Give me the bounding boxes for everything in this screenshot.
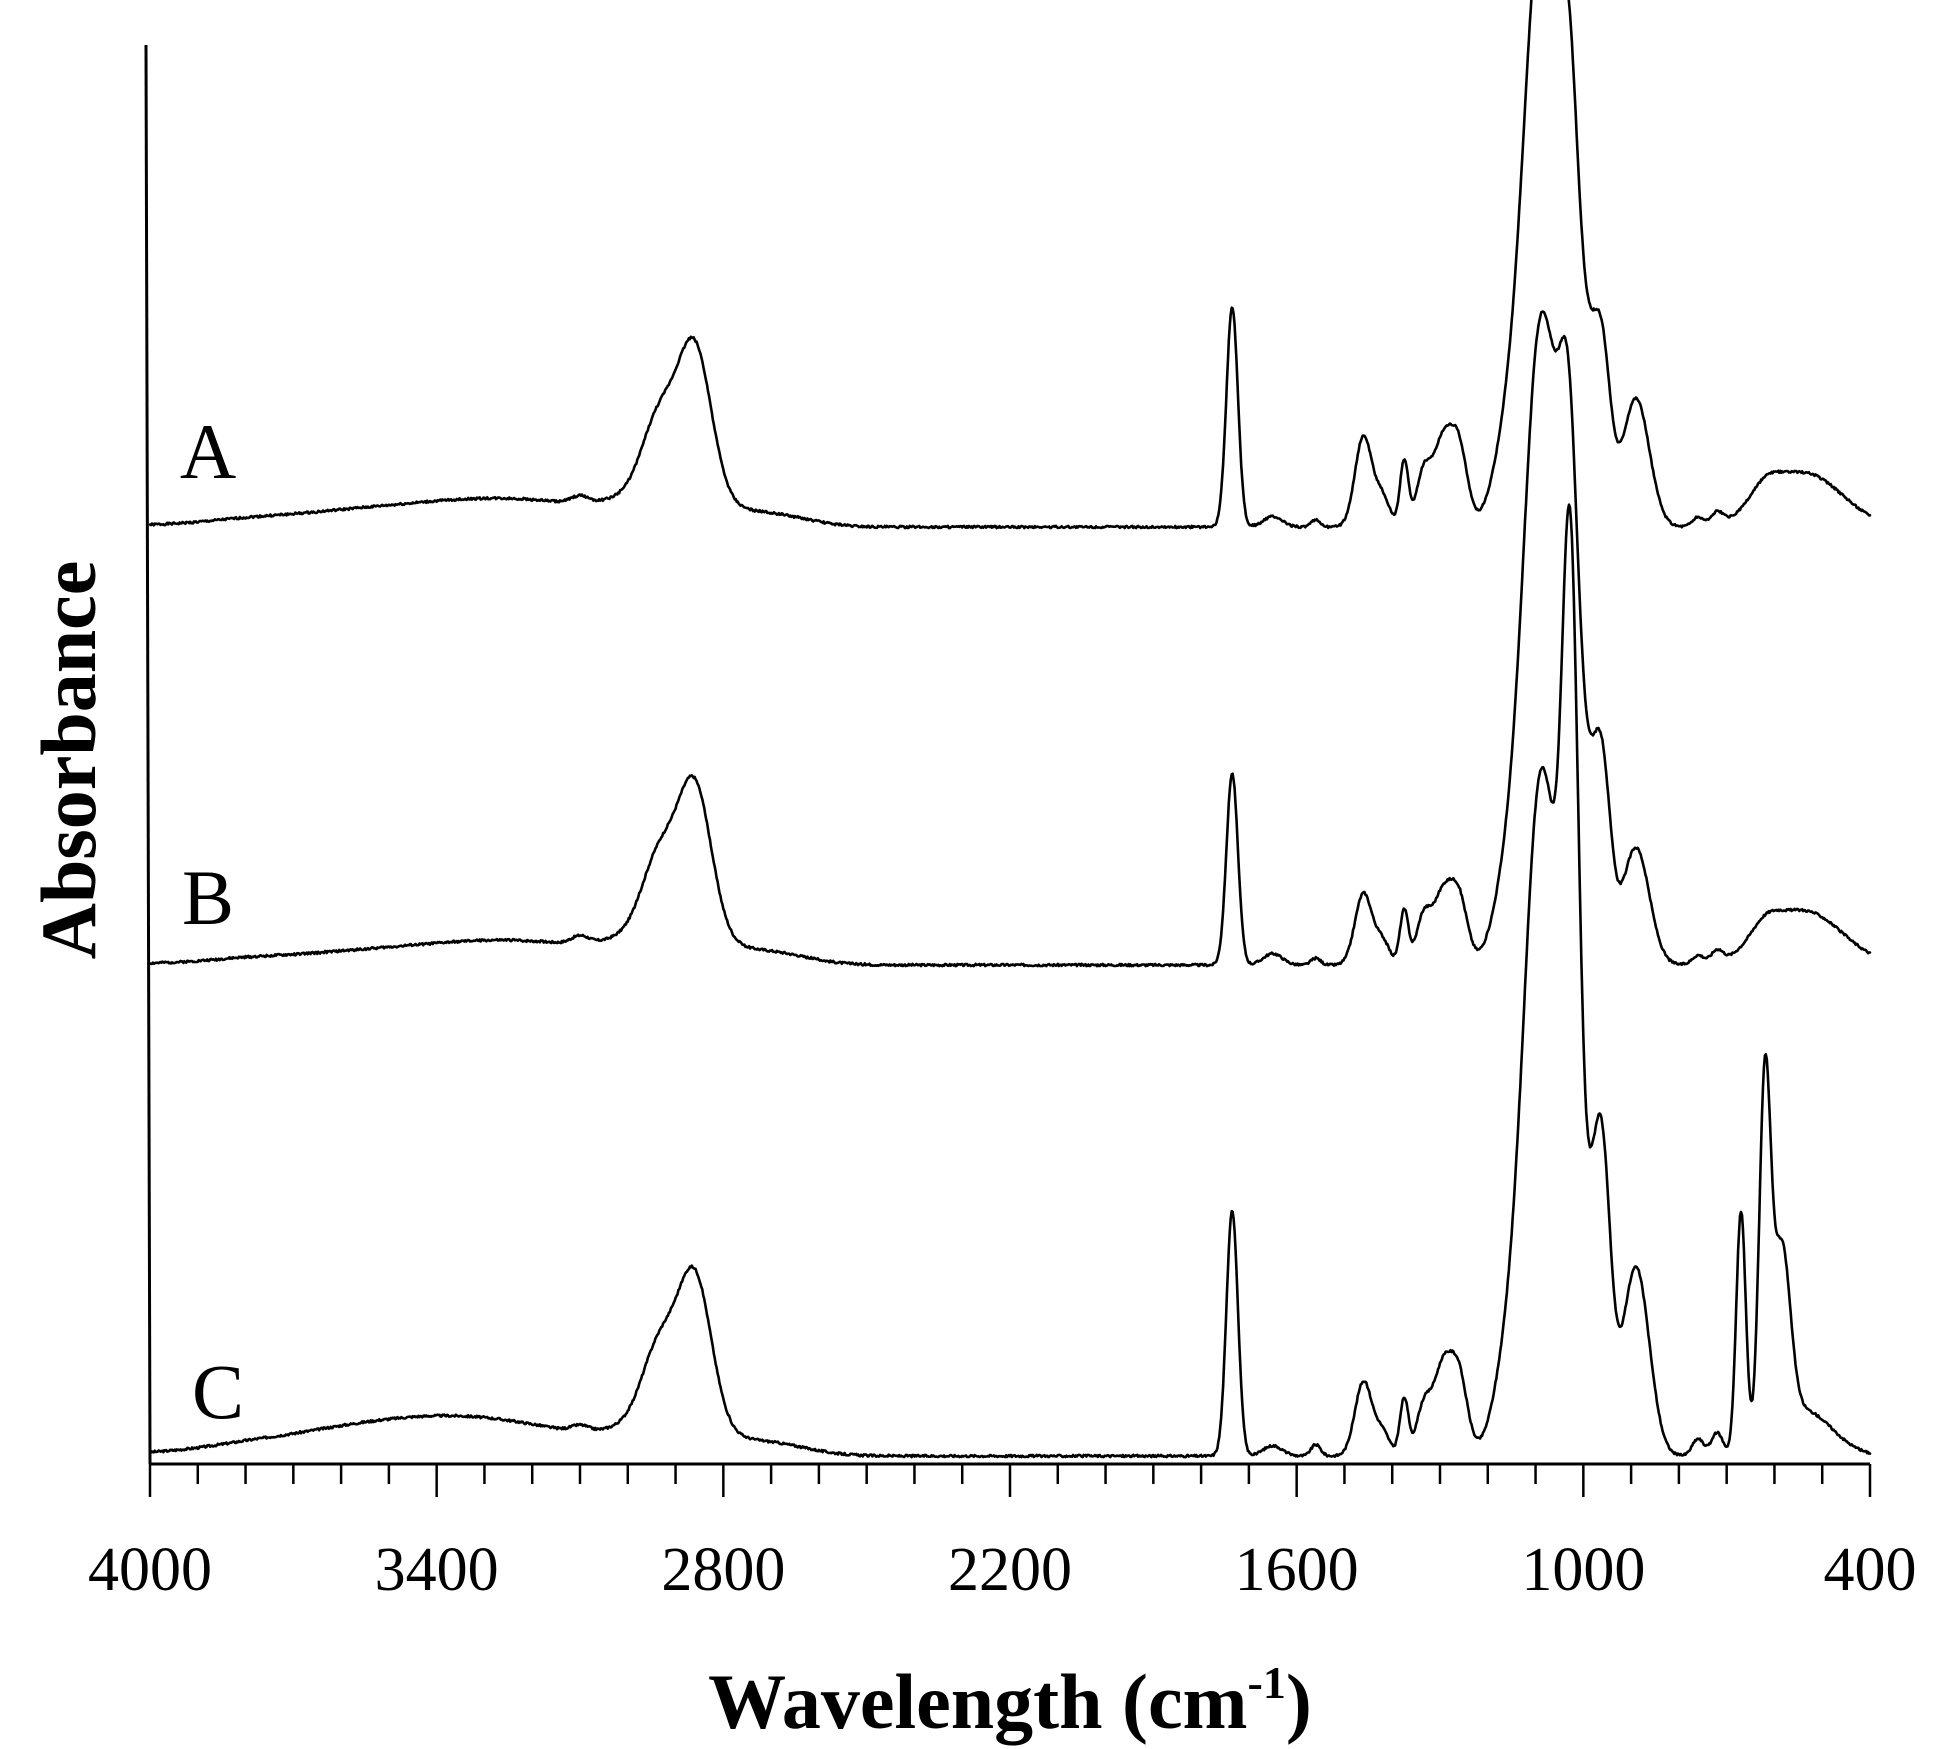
x-tick-label: 3400 <box>375 1536 499 1604</box>
x-axis-title-main: Wavelength (cm <box>708 1658 1247 1745</box>
x-axis-title-suffix: ) <box>1286 1658 1312 1745</box>
x-tick-label: 2200 <box>948 1536 1072 1604</box>
x-axis-title: Wavelength (cm-1) <box>708 1657 1312 1745</box>
spectrum-line-b <box>148 310 1872 968</box>
x-tick-label: 4000 <box>88 1536 212 1604</box>
y-axis-title: Absorbance <box>25 561 112 960</box>
series-label-a: A <box>180 408 236 495</box>
series-labels: A B C <box>180 408 244 1435</box>
x-axis-ticks <box>148 1464 1872 1497</box>
x-tick-label: 2800 <box>661 1536 785 1604</box>
x-tick-label: 1000 <box>1521 1536 1645 1604</box>
series-label-b: B <box>182 854 234 941</box>
series-label-c: C <box>192 1348 244 1435</box>
spectrum-line-a <box>148 0 1872 530</box>
y-axis-line <box>144 44 152 1465</box>
x-axis-title-superscript: -1 <box>1248 1657 1286 1708</box>
x-tick-label: 400 <box>1824 1536 1917 1604</box>
spectrum-line-c <box>148 503 1872 1459</box>
x-axis-tick-labels: 4000 3400 2800 2200 1600 1000 400 <box>88 1536 1917 1604</box>
x-tick-label: 1600 <box>1235 1536 1359 1604</box>
spectra-series <box>148 0 1872 1459</box>
